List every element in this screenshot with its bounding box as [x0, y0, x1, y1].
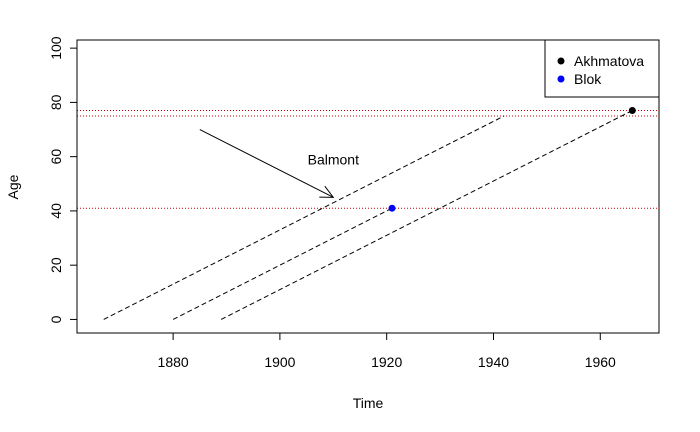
y-tick-label: 0: [48, 315, 64, 323]
x-tick-label: 1940: [478, 354, 509, 370]
balmont-annotation: Balmont: [199, 129, 359, 198]
lifeline: [172, 207, 393, 320]
legend-label: Blok: [574, 71, 602, 87]
legend-box: [544, 39, 660, 98]
reference-lines: [77, 110, 659, 209]
x-axis: 1880 1900 1920 1940 1960: [158, 332, 616, 370]
x-tick-label: 1880: [158, 354, 189, 370]
legend-label: Akhmatova: [574, 53, 644, 69]
y-tick-label: 80: [48, 94, 64, 110]
annotation-label: Balmont: [308, 151, 359, 167]
legend-marker: [557, 57, 565, 65]
annotation-arrow: [199, 129, 334, 198]
lifeline: [220, 110, 633, 320]
legend-marker: [557, 75, 565, 83]
x-tick-label: 1900: [264, 354, 295, 370]
y-tick-label: 40: [48, 203, 64, 219]
annotation-arrowhead: [319, 185, 335, 198]
data-point: [388, 204, 396, 212]
y-tick-label: 100: [48, 36, 64, 60]
data-point: [628, 107, 636, 115]
y-tick-label: 60: [48, 149, 64, 165]
y-axis-label: Age: [5, 174, 21, 199]
x-tick-label: 1920: [371, 354, 402, 370]
legend: Akhmatova Blok: [544, 39, 660, 98]
y-axis: 0 20 40 60 80 100: [48, 36, 78, 323]
x-axis-label: Time: [353, 395, 384, 411]
lifeline: [103, 115, 505, 320]
data-points: [388, 107, 636, 212]
y-tick-label: 20: [48, 257, 64, 273]
lifelines: [103, 110, 633, 320]
x-tick-label: 1960: [585, 354, 616, 370]
